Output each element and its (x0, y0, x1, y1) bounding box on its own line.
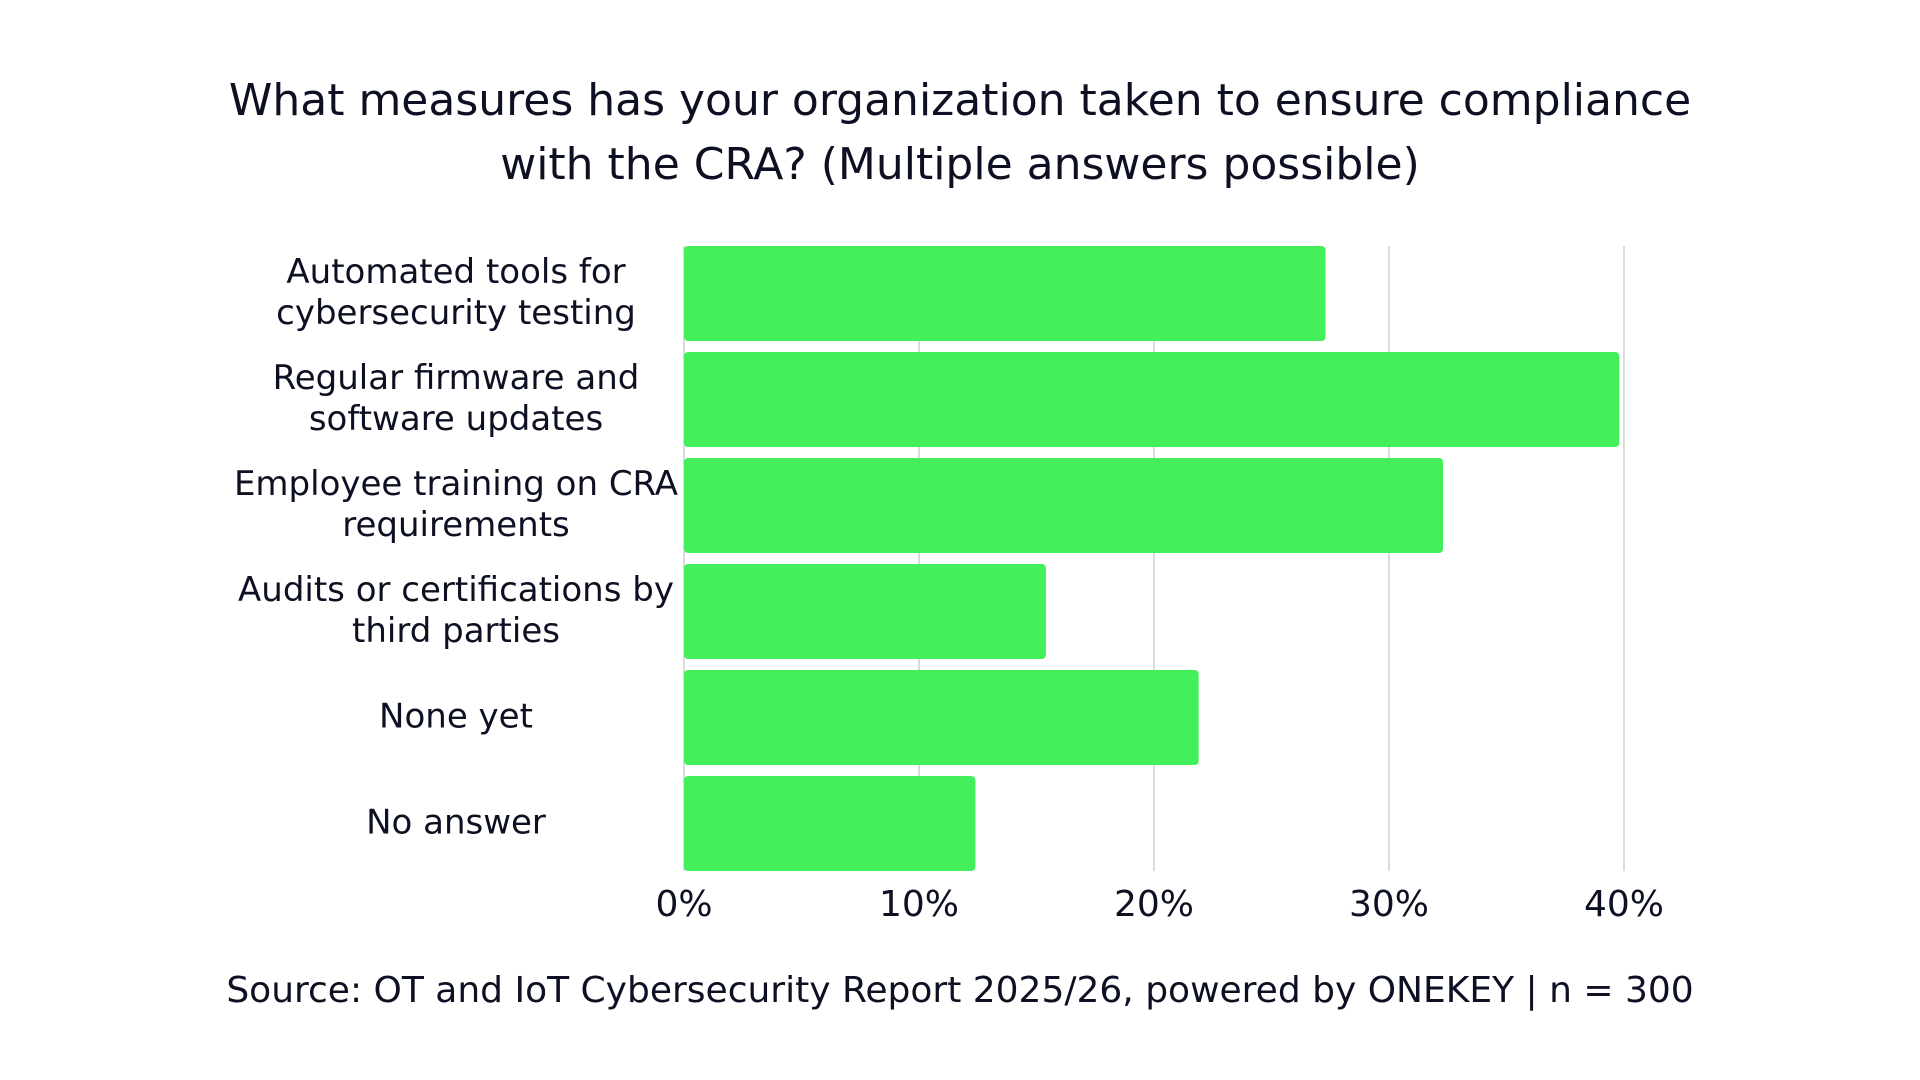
bar-1 (684, 352, 1620, 447)
x-tick-label-30: 30% (1349, 884, 1429, 925)
category-label-1: Regular firmware and software updates (273, 358, 640, 439)
bar-3 (684, 564, 1046, 659)
category-label-3: Audits or certifications by third parties (238, 570, 674, 651)
category-labels: Automated tools for cybersecurity testing… (234, 252, 678, 843)
category-label-1-line-0: Regular firmware and (273, 358, 640, 398)
category-label-4: None yet (379, 696, 533, 736)
chart-title-line-1: What measures has your organization take… (228, 75, 1692, 126)
source-note: Source: OT and IoT Cybersecurity Report … (226, 970, 1693, 1011)
bars (684, 246, 1620, 871)
category-label-0-line-1: cybersecurity testing (276, 293, 636, 333)
x-tick-label-0: 0% (655, 884, 712, 925)
category-label-2-line-0: Employee training on CRA (234, 464, 678, 504)
bar-4 (684, 670, 1199, 765)
category-label-0-line-0: Automated tools for (286, 252, 625, 292)
category-label-4-line-0: None yet (379, 696, 533, 736)
chart-title-line-2: with the CRA? (Multiple answers possible… (500, 139, 1420, 190)
bar-0 (684, 246, 1326, 341)
bar-2 (684, 458, 1444, 553)
category-label-2: Employee training on CRA requirements (234, 464, 678, 545)
gridlines (683, 246, 1625, 871)
x-axis-tick-labels: 0% 10% 20% 30% 40% (655, 884, 1664, 925)
category-label-2-line-1: requirements (342, 505, 570, 545)
category-label-5: No answer (366, 802, 546, 842)
category-label-3-line-1: third parties (352, 611, 560, 651)
x-tick-label-10: 10% (879, 884, 959, 925)
x-tick-label-40: 40% (1584, 884, 1664, 925)
x-tick-label-20: 20% (1114, 884, 1194, 925)
category-label-0: Automated tools for cybersecurity testing (276, 252, 636, 333)
category-label-3-line-0: Audits or certifications by (238, 570, 674, 610)
bar-5 (684, 776, 976, 871)
category-label-5-line-0: No answer (366, 802, 546, 842)
category-label-1-line-1: software updates (309, 399, 603, 439)
